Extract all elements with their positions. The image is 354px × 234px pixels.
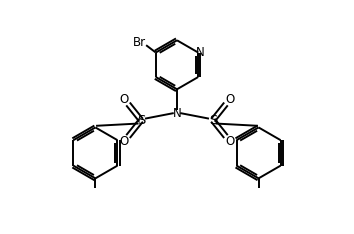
Text: N: N — [196, 46, 205, 59]
Text: S: S — [209, 114, 217, 127]
Text: O: O — [225, 135, 234, 148]
Text: Br: Br — [133, 36, 146, 49]
Text: O: O — [120, 135, 129, 148]
Text: S: S — [137, 114, 145, 127]
Text: N: N — [173, 106, 181, 120]
Text: O: O — [225, 93, 234, 106]
Text: O: O — [120, 93, 129, 106]
